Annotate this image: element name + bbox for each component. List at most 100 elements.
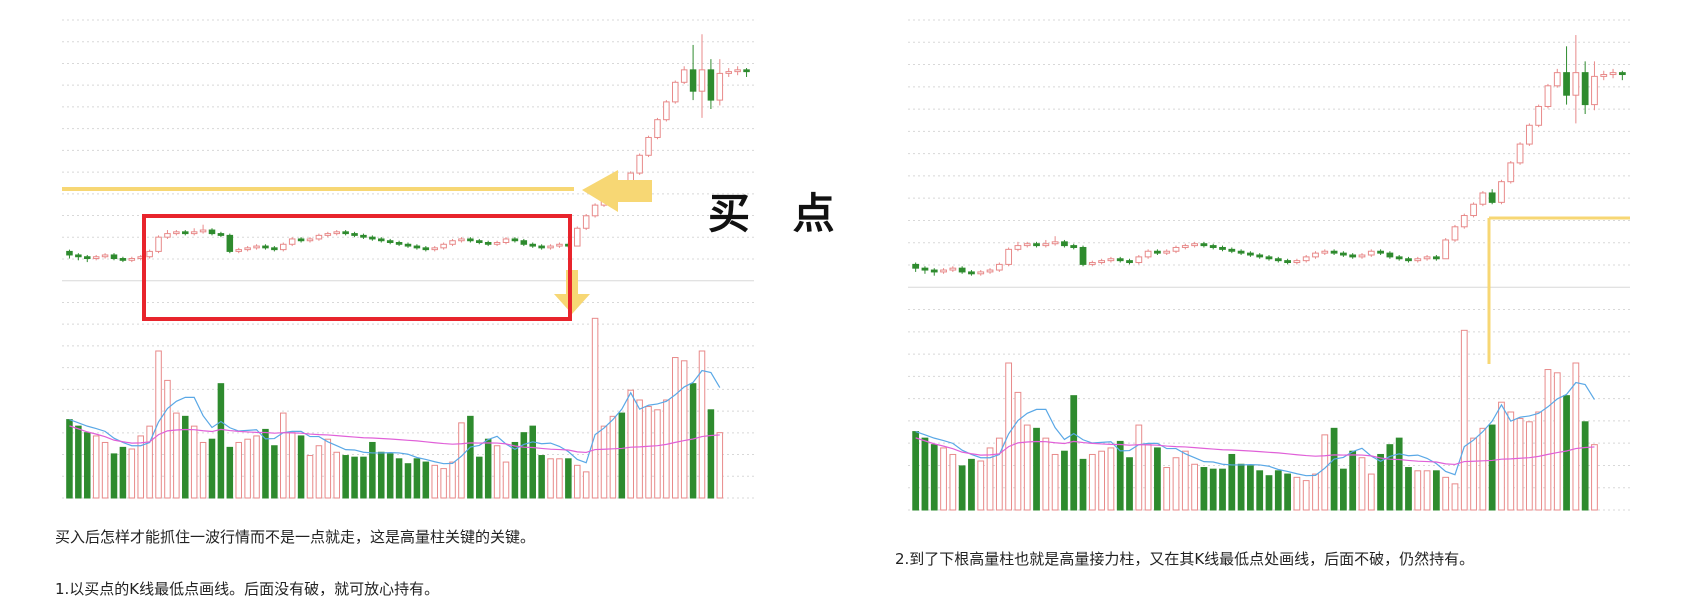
volume-bar: [529, 425, 536, 499]
candle-body: [502, 238, 510, 244]
volume-bar: [1144, 444, 1152, 511]
volume-bar: [1377, 453, 1384, 511]
volume-bar: [119, 446, 127, 499]
volume-bar: [1181, 450, 1189, 511]
volume-bar: [315, 445, 323, 499]
candle-body: [467, 238, 474, 242]
candle-body: [1107, 258, 1115, 262]
volume-bar: [636, 399, 643, 499]
candle-body: [1237, 250, 1245, 254]
volume-bar: [618, 412, 626, 499]
volume-bar: [324, 438, 332, 499]
candle-body: [351, 233, 358, 236]
volume-bar: [1535, 411, 1543, 511]
volume-bar: [716, 432, 724, 499]
volume-bar: [1116, 440, 1124, 511]
volume-bar: [940, 447, 947, 511]
volume-bar: [1051, 453, 1059, 511]
volume-bar: [1442, 476, 1450, 511]
candle-body: [1609, 72, 1617, 76]
candle-body: [930, 269, 938, 273]
volume-bar: [1079, 458, 1087, 511]
candle-body: [921, 267, 929, 271]
volume-bar: [280, 412, 287, 499]
volume-bar: [547, 458, 554, 499]
candle-body: [110, 254, 118, 260]
volume-bar: [493, 445, 501, 499]
volume-bar: [1498, 401, 1505, 511]
candle-body: [1312, 252, 1319, 258]
volume-bar: [484, 438, 492, 499]
volume-bar: [680, 360, 688, 499]
volume-bar: [297, 435, 305, 499]
volume-bar: [1126, 457, 1133, 511]
candle-body: [1061, 241, 1068, 247]
volume-bar: [977, 460, 985, 511]
candle-body: [1377, 250, 1384, 254]
candle-body: [1033, 243, 1040, 247]
volume-bar: [1312, 473, 1319, 511]
candle-body: [315, 234, 323, 240]
volume-bar: [208, 438, 216, 499]
candle-body: [511, 238, 519, 242]
volume-bar: [351, 456, 358, 499]
candle-body: [1181, 245, 1189, 248]
candle-body: [1535, 105, 1543, 126]
volume-bar: [958, 465, 966, 511]
candle-body: [538, 245, 545, 249]
volume-bar: [440, 468, 447, 499]
candle-body: [1544, 85, 1552, 107]
candle-body: [1051, 241, 1059, 245]
candle-body: [986, 269, 994, 273]
volume-bar: [1172, 457, 1180, 511]
candle-body: [1191, 243, 1198, 247]
candle-body: [1516, 143, 1524, 164]
candle-body: [226, 234, 234, 252]
candle-body: [547, 245, 554, 249]
volume-bar: [1284, 473, 1291, 511]
volume-bar: [1302, 480, 1310, 511]
candle-body: [1144, 250, 1152, 258]
volume-bar: [502, 461, 510, 499]
candle-body: [182, 231, 189, 235]
volume-bar: [689, 383, 697, 499]
volume-bar: [1358, 457, 1366, 511]
candle-body: [1395, 256, 1403, 260]
candle-body: [440, 243, 447, 249]
volume-bar: [137, 435, 144, 499]
volume-bar: [1042, 437, 1050, 511]
candle-body: [378, 238, 385, 242]
candle-body: [1293, 260, 1301, 264]
volume-bar: [262, 428, 269, 499]
candle-body: [1470, 203, 1477, 217]
candle-body: [707, 69, 715, 101]
volume-bar: [574, 464, 581, 499]
candle-body: [342, 231, 349, 235]
candle-body: [1432, 256, 1440, 260]
volume-bar: [949, 453, 957, 511]
volume-bar: [431, 464, 438, 499]
left-candlestick-chart: [62, 19, 754, 499]
volume-bar: [1507, 411, 1515, 511]
volume-bar: [360, 456, 367, 499]
candle-body: [1265, 256, 1273, 260]
volume-bar: [271, 445, 278, 499]
candle-body: [636, 154, 643, 174]
volume-bar: [1330, 427, 1338, 511]
volume-bar: [1479, 427, 1487, 511]
volume-bar: [538, 455, 545, 499]
volume-bar: [458, 422, 465, 499]
candle-body: [1367, 250, 1375, 256]
volume-bar: [1247, 465, 1254, 511]
volume-bar: [1525, 421, 1533, 511]
candle-body: [1126, 260, 1133, 264]
candle-body: [1163, 250, 1171, 254]
volume-bar: [1367, 473, 1375, 511]
volume-bar: [565, 458, 572, 499]
volume-bar: [1237, 463, 1245, 511]
volume-bar: [1553, 372, 1561, 511]
volume-bar: [707, 409, 715, 499]
volume-bar: [1386, 444, 1394, 511]
candle-body: [324, 233, 332, 236]
candle-body: [297, 238, 305, 242]
